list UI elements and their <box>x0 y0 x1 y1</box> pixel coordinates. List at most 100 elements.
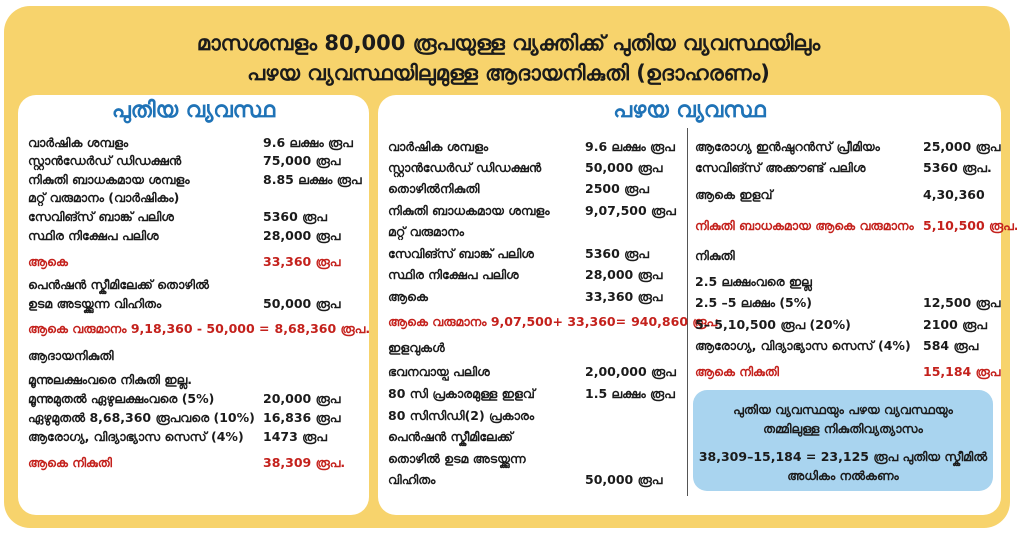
table-row: ആരോഗ്യ ഇൻഷുറൻസ് പ്രീമിയം 25,000 രൂപ <box>695 138 1000 156</box>
table-row: 80 സിസിഡി(2) പ്രകാരം <box>388 407 534 425</box>
row-value: 50,000 രൂപ <box>263 296 341 311</box>
table-row: സ്ഥിര നിക്ഷേപ പലിശ 28,000 രൂപ <box>28 227 340 245</box>
row-value: 8,68,360 രൂപ. <box>274 321 371 336</box>
row-value: 38,309 രൂപ. <box>263 455 346 470</box>
table-row: ഇളവുകൾ <box>388 339 445 357</box>
row-value: 2,00,000 രൂപ <box>585 364 676 379</box>
row-label: സേവിങ്സ് അക്കൗണ്ട് പലിശ <box>695 160 866 175</box>
table-row: മൂന്നുലക്ഷംവരെ നികുതി ഇല്ല. <box>28 371 192 389</box>
row-value: 8.85 ലക്ഷം രൂപ <box>263 172 362 187</box>
table-row: വാർഷിക ശമ്പളം 9.6 ലക്ഷം രൂപ <box>28 134 353 152</box>
row-value: 33,360 രൂപ <box>263 254 341 269</box>
table-row: ആദായനികുതി <box>28 347 114 365</box>
row-value: 5,10,500 രൂപ. <box>923 218 1017 233</box>
table-row: പെൻഷൻ സ്കീമിലേക്ക് <box>388 428 513 446</box>
row-label: ആകെ നികുതി <box>695 364 779 379</box>
title-line-2: പഴയ വ്യവസ്ഥയിലുമുള്ള ആദായനികുതി (ഉദാഹരണം… <box>247 61 770 85</box>
row-value: 75,000 രൂപ <box>263 153 341 168</box>
row-value: 28,000 രൂപ <box>263 228 341 243</box>
table-row: പെൻഷൻ സ്കീമിലേക്ക് തൊഴിൽ <box>28 276 209 294</box>
table-row: സ്റ്റാൻഡേർഡ് ഡിഡക്ഷൻ 75,000 രൂപ <box>28 152 340 170</box>
row-label: ആരോഗ്യ, വിദ്യാഭ്യാസ സെസ് (4%) <box>28 429 244 444</box>
row-value: 2100 രൂപ <box>923 317 987 332</box>
row-label: 5– 5,10,500 രൂപ (20%) <box>695 317 851 332</box>
row-value: 25,000 രൂപ <box>923 139 1001 154</box>
row-value: 12,500 രൂപ <box>923 295 1001 310</box>
row-label: ഭവനവായ്പ പലിശ <box>388 364 490 379</box>
table-row: ആരോഗ്യ, വിദ്യാഭ്യാസ സെസ് (4%) 584 രൂപ <box>695 337 978 355</box>
table-row: ആരോഗ്യ, വിദ്യാഭ്യാസ സെസ് (4%) 1473 രൂപ <box>28 428 327 446</box>
table-row: ആകെ 33,360 രൂപ <box>388 288 662 306</box>
row-label: വിഹിതം <box>388 472 436 487</box>
infographic-title: മാസശമ്പളം 80,000 രൂപയുള്ള വ്യക്തിക്ക് പു… <box>0 28 1017 88</box>
row-label: ആകെ <box>28 254 68 269</box>
comparison-line-2: തമ്മിലുള്ള നികുതിവ്യത്യാസം <box>763 421 923 436</box>
table-row: 2.5 –5 ലക്ഷം (5%) 12,500 രൂപ <box>695 294 1000 312</box>
row-value: 5360 രൂപ. <box>923 160 992 175</box>
table-row: സേവിങ്സ് ബാങ്ക് പലിശ 5360 രൂപ <box>28 208 327 226</box>
table-row: നികുതി ബാധകമായ ആകെ വരുമാനം 5,10,500 രൂപ. <box>695 217 1017 235</box>
row-value: 50,000 രൂപ <box>585 472 663 487</box>
row-value: 4,30,360 <box>923 187 985 202</box>
table-row: 2.5 ലക്ഷംവരെ ഇല്ല <box>695 273 812 291</box>
table-row: 5– 5,10,500 രൂപ (20%) 2100 രൂപ <box>695 316 987 334</box>
row-label: സ്റ്റാൻഡേർഡ് ഡിഡക്ഷൻ <box>388 160 542 175</box>
table-row: വാർഷിക ശമ്പളം 9.6 ലക്ഷം രൂപ <box>388 138 675 156</box>
row-label: മറ്റ് വരുമാനം <box>388 224 464 239</box>
row-value: 28,000 രൂപ <box>585 267 663 282</box>
old-regime-heading: പഴയ വ്യവസ്ഥ <box>613 98 766 123</box>
row-label: ആകെ വരുമാനം 9,18,360 - 50,000 = <box>28 321 270 336</box>
title-line-1: മാസശമ്പളം 80,000 രൂപയുള്ള വ്യക്തിക്ക് പു… <box>196 31 821 55</box>
row-label: ആദായനികുതി <box>28 348 114 363</box>
row-label: ആരോഗ്യ ഇൻഷുറൻസ് പ്രീമിയം <box>695 139 880 154</box>
row-label: ഏഴുമുതൽ 8,68,360 രൂപവരെ (10%) <box>28 410 255 425</box>
row-label: മൂന്നുലക്ഷംവരെ നികുതി ഇല്ല. <box>28 372 193 387</box>
new-regime-heading: പുതിയ വ്യവസ്ഥ <box>111 98 276 123</box>
table-row: ആകെ നികുതി 15,184 രൂപ <box>695 363 1000 381</box>
row-label: പെൻഷൻ സ്കീമിലേക്ക് <box>388 429 513 444</box>
table-row: മൂന്നുമുതൽ ഏഴുലക്ഷംവരെ (5%) 20,000 രൂപ <box>28 390 340 408</box>
row-value: 940,860 രൂപ <box>631 314 718 329</box>
table-row: ആകെ 33,360 രൂപ <box>28 253 340 271</box>
table-row: സ്ഥിര നിക്ഷേപ പലിശ 28,000 രൂപ <box>388 266 662 284</box>
row-label: 80 സിസിഡി(2) പ്രകാരം <box>388 408 535 423</box>
row-value: 2500 രൂപ <box>585 181 649 196</box>
table-row: ആകെ വരുമാനം 9,18,360 - 50,000 = 8,68,360 … <box>28 320 370 338</box>
table-row: വിഹിതം 50,000 രൂപ <box>388 471 662 489</box>
table-row: നികുതി ബാധകമായ ശമ്പളം 9,07,500 രൂപ <box>388 202 676 220</box>
row-value: 9,07,500 രൂപ <box>585 203 676 218</box>
row-label: ഇളവുകൾ <box>388 340 445 355</box>
comparison-line-4: അധികം നൽകണം <box>787 468 899 483</box>
table-row: മറ്റ് വരുമാനം (വാർഷികം) <box>28 189 179 207</box>
row-value: 16,836 രൂപ <box>263 410 341 425</box>
row-label: ആകെ <box>388 289 428 304</box>
row-label: മറ്റ് വരുമാനം (വാർഷികം) <box>28 190 180 205</box>
row-value: 584 രൂപ <box>923 338 979 353</box>
comparison-line-3: 38,309–15,184 = 23,125 രൂപ പുതിയ സ്കീമിൽ <box>698 449 988 464</box>
row-value: 9.6 ലക്ഷം രൂപ <box>585 139 675 154</box>
row-label: മൂന്നുമുതൽ ഏഴുലക്ഷംവരെ (5%) <box>28 391 215 406</box>
row-label: ആകെ നികുതി <box>28 455 112 470</box>
row-value: 5360 രൂപ <box>585 246 649 261</box>
row-label: ആരോഗ്യ, വിദ്യാഭ്യാസ സെസ് (4%) <box>695 338 911 353</box>
row-label: സ്ഥിര നിക്ഷേപ പലിശ <box>388 267 519 282</box>
table-row: തൊഴിൽ ഉടമ അടയ്ക്കുന്ന <box>388 450 526 468</box>
new-regime-panel <box>18 95 369 515</box>
row-label: 2.5 ലക്ഷംവരെ ഇല്ല <box>695 274 812 289</box>
row-label: സേവിങ്സ് ബാങ്ക് പലിശ <box>388 246 534 261</box>
row-label: നികുതി <box>695 248 735 263</box>
table-row: ആകെ നികുതി 38,309 രൂപ. <box>28 454 345 472</box>
row-label: തൊഴിൽ ഉടമ അടയ്ക്കുന്ന <box>388 451 526 466</box>
comparison-line-1: പുതിയ വ്യവസ്ഥയും പഴയ വ്യവസ്ഥയും <box>733 402 953 417</box>
table-row: ആകെ ഇളവ് 4,30,360 <box>695 186 985 204</box>
row-label: സ്റ്റാൻഡേർഡ് ഡിഡക്ഷൻ <box>28 153 182 168</box>
table-row: 80 സി പ്രകാരമുള്ള ഇളവ് 1.5 ലക്ഷം രൂപ <box>388 385 675 403</box>
row-label: 2.5 –5 ലക്ഷം (5%) <box>695 295 812 310</box>
row-label: പെൻഷൻ സ്കീമിലേക്ക് തൊഴിൽ <box>28 277 209 292</box>
row-label: തൊഴിൽനികുതി <box>388 181 480 196</box>
row-value: 1473 രൂപ <box>263 429 327 444</box>
table-row: മറ്റ് വരുമാനം <box>388 223 464 241</box>
comparison-note: പുതിയ വ്യവസ്ഥയും പഴയ വ്യവസ്ഥയും തമ്മിലുള… <box>693 390 993 491</box>
row-value: 5360 രൂപ <box>263 209 327 224</box>
table-row: ഏഴുമുതൽ 8,68,360 രൂപവരെ (10%) 16,836 രൂപ <box>28 409 340 427</box>
